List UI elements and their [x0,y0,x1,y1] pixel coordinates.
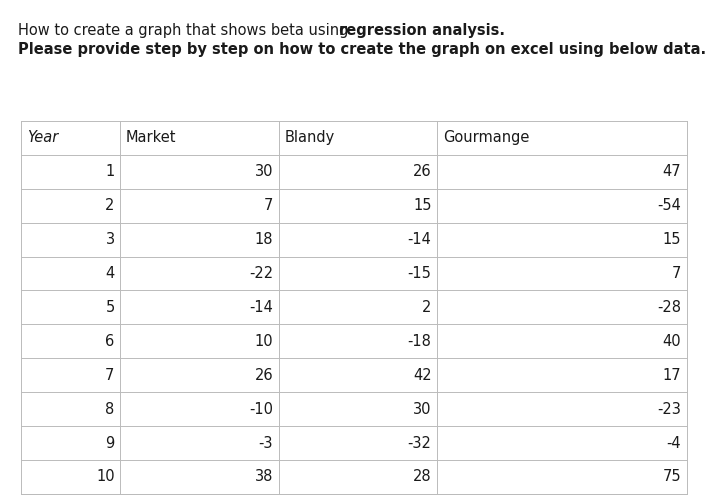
Text: -18: -18 [408,334,431,349]
Text: How to create a graph that shows beta using: How to create a graph that shows beta us… [18,23,353,38]
Text: 40: 40 [663,334,681,349]
Text: -32: -32 [408,435,431,451]
Text: 47: 47 [663,164,681,179]
Text: Gourmange: Gourmange [443,131,529,146]
Text: 15: 15 [663,232,681,247]
Text: Please provide step by step on how to create the graph on excel using below data: Please provide step by step on how to cr… [18,42,707,57]
Text: 7: 7 [672,266,681,281]
Text: 10: 10 [96,469,115,484]
Text: 15: 15 [413,198,431,213]
Text: 30: 30 [413,402,431,417]
Text: 1: 1 [105,164,115,179]
Text: -4: -4 [666,435,681,451]
Text: 30: 30 [255,164,273,179]
Text: 26: 26 [413,164,431,179]
Text: 2: 2 [422,300,431,315]
Text: -54: -54 [657,198,681,213]
Text: 7: 7 [263,198,273,213]
Text: 5: 5 [105,300,115,315]
Text: -28: -28 [657,300,681,315]
Text: 2: 2 [105,198,115,213]
Text: 7: 7 [105,368,115,383]
Text: 9: 9 [105,435,115,451]
Text: 28: 28 [413,469,431,484]
Text: -3: -3 [258,435,273,451]
Text: 42: 42 [413,368,431,383]
Text: 18: 18 [255,232,273,247]
Text: 38: 38 [255,469,273,484]
Text: 26: 26 [254,368,273,383]
Text: Market: Market [126,131,176,146]
Text: 6: 6 [105,334,115,349]
Text: -14: -14 [249,300,273,315]
Text: -10: -10 [249,402,273,417]
Text: 8: 8 [105,402,115,417]
Text: Blandy: Blandy [285,131,335,146]
Text: -15: -15 [408,266,431,281]
Text: 4: 4 [105,266,115,281]
Text: Year: Year [27,131,58,146]
Text: 10: 10 [254,334,273,349]
Text: -14: -14 [408,232,431,247]
Text: 3: 3 [105,232,115,247]
Text: 17: 17 [663,368,681,383]
Text: regression analysis.: regression analysis. [339,23,506,38]
Text: -22: -22 [249,266,273,281]
Text: -23: -23 [657,402,681,417]
Text: 75: 75 [663,469,681,484]
